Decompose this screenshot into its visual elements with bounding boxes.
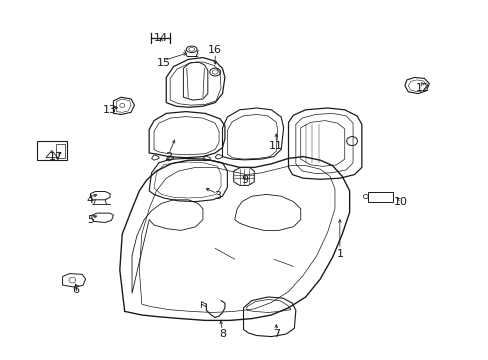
Text: 16: 16 xyxy=(208,45,222,55)
Text: 15: 15 xyxy=(157,58,170,68)
Text: 17: 17 xyxy=(49,152,63,162)
Text: 11: 11 xyxy=(269,141,283,151)
Text: 14: 14 xyxy=(154,33,168,43)
Text: 6: 6 xyxy=(72,285,79,295)
Text: 5: 5 xyxy=(87,215,94,225)
Text: 7: 7 xyxy=(272,329,279,339)
Text: 4: 4 xyxy=(87,195,94,205)
Text: 13: 13 xyxy=(103,105,117,115)
Text: 2: 2 xyxy=(165,152,172,162)
Text: 9: 9 xyxy=(241,175,247,185)
Text: 8: 8 xyxy=(219,329,225,339)
Text: 1: 1 xyxy=(336,249,343,259)
Text: 12: 12 xyxy=(415,83,429,93)
Text: 10: 10 xyxy=(393,197,407,207)
Text: 3: 3 xyxy=(214,191,221,201)
